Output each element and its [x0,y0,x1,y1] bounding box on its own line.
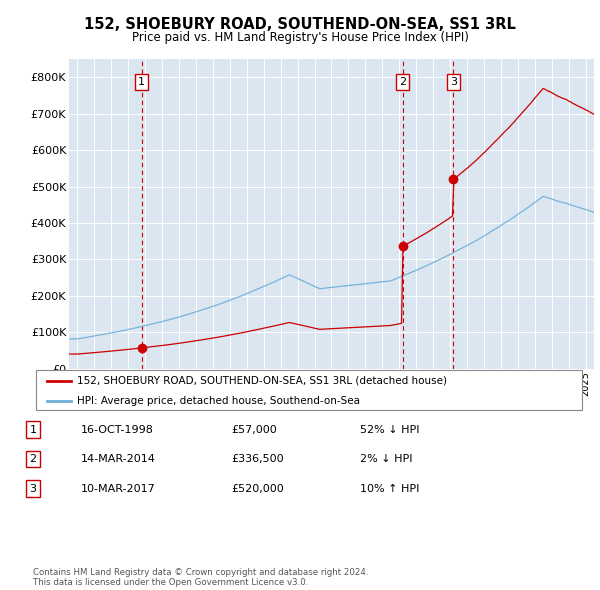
Text: 1: 1 [29,425,37,434]
Text: 2: 2 [399,77,406,87]
Text: 3: 3 [29,484,37,493]
FancyBboxPatch shape [36,370,582,410]
Text: 2: 2 [29,454,37,464]
Text: £336,500: £336,500 [231,454,284,464]
Text: 14-MAR-2014: 14-MAR-2014 [81,454,156,464]
Text: 10-MAR-2017: 10-MAR-2017 [81,484,156,493]
Text: Contains HM Land Registry data © Crown copyright and database right 2024.
This d: Contains HM Land Registry data © Crown c… [33,568,368,587]
Text: £520,000: £520,000 [231,484,284,493]
Text: Price paid vs. HM Land Registry's House Price Index (HPI): Price paid vs. HM Land Registry's House … [131,31,469,44]
Text: 152, SHOEBURY ROAD, SOUTHEND-ON-SEA, SS1 3RL (detached house): 152, SHOEBURY ROAD, SOUTHEND-ON-SEA, SS1… [77,376,447,386]
Text: 52% ↓ HPI: 52% ↓ HPI [360,425,419,434]
Text: 152, SHOEBURY ROAD, SOUTHEND-ON-SEA, SS1 3RL: 152, SHOEBURY ROAD, SOUTHEND-ON-SEA, SS1… [84,17,516,32]
Text: 3: 3 [450,77,457,87]
Text: 10% ↑ HPI: 10% ↑ HPI [360,484,419,493]
Text: 16-OCT-1998: 16-OCT-1998 [81,425,154,434]
Text: 1: 1 [138,77,145,87]
Text: HPI: Average price, detached house, Southend-on-Sea: HPI: Average price, detached house, Sout… [77,396,360,407]
Text: 2% ↓ HPI: 2% ↓ HPI [360,454,413,464]
Text: £57,000: £57,000 [231,425,277,434]
